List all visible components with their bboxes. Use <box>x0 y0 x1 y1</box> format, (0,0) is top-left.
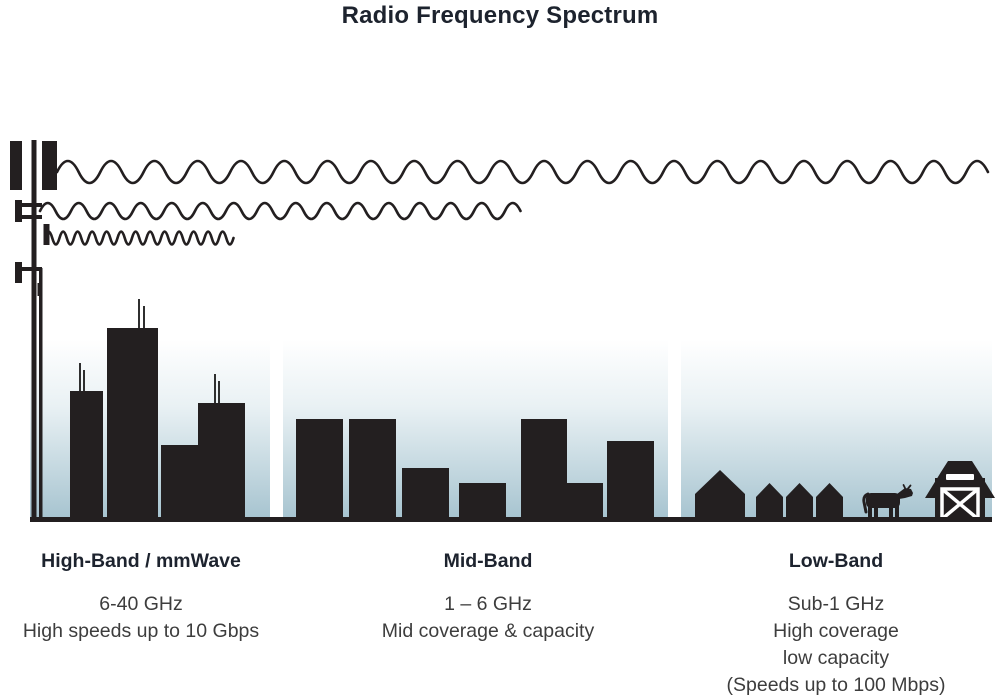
skyscraper <box>161 445 198 518</box>
skyscraper <box>107 328 158 518</box>
sky-panel-mid-band <box>283 295 668 518</box>
barn-icon <box>925 461 995 521</box>
high-frequency-wave <box>43 230 235 246</box>
city-skyline-icon <box>70 299 245 518</box>
mid-frequency-wave <box>38 201 522 221</box>
building <box>459 483 506 518</box>
barn-loft-window <box>946 474 974 480</box>
band-label-low: Low-Band Sub-1 GHz High coverage low cap… <box>686 548 986 699</box>
spectrum-illustration <box>10 140 995 522</box>
village-houses-icon <box>695 470 843 518</box>
band-name: Mid-Band <box>443 550 533 572</box>
rooftop-antenna-masts <box>79 299 220 403</box>
skyscraper <box>70 391 103 518</box>
cow-icon <box>862 484 913 520</box>
band-name: Low-Band <box>788 550 884 572</box>
building <box>402 468 449 518</box>
band-description: High speeds up to 10 Gbps <box>22 620 260 642</box>
band-frequency: Sub-1 GHz <box>787 593 885 615</box>
band-description: High coverage <box>773 620 899 642</box>
building <box>607 441 654 518</box>
band-description: Mid coverage & capacity <box>381 620 595 642</box>
building <box>567 483 603 518</box>
band-description: (Speeds up to 100 Mbps) <box>726 674 946 696</box>
band-frequency: 1 – 6 GHz <box>444 593 532 615</box>
band-label-mid: Mid-Band 1 – 6 GHz Mid coverage & capaci… <box>338 548 638 645</box>
cell-tower-icon <box>10 140 57 518</box>
ground-line <box>30 517 992 522</box>
house <box>816 483 843 518</box>
band-name: High-Band / mmWave <box>41 550 241 572</box>
house <box>695 470 745 518</box>
low-frequency-wave <box>55 159 990 185</box>
building <box>521 419 567 518</box>
house <box>786 483 813 518</box>
band-frequency: 6-40 GHz <box>99 593 183 615</box>
band-label-high: High-Band / mmWave 6-40 GHz High speeds … <box>5 548 277 645</box>
skyscraper <box>198 403 245 518</box>
band-description: low capacity <box>782 647 890 669</box>
page-title: Radio Frequency Spectrum <box>341 2 659 29</box>
house <box>756 483 783 518</box>
town-buildings-icon <box>296 419 654 518</box>
building <box>296 419 343 518</box>
building <box>349 419 396 518</box>
